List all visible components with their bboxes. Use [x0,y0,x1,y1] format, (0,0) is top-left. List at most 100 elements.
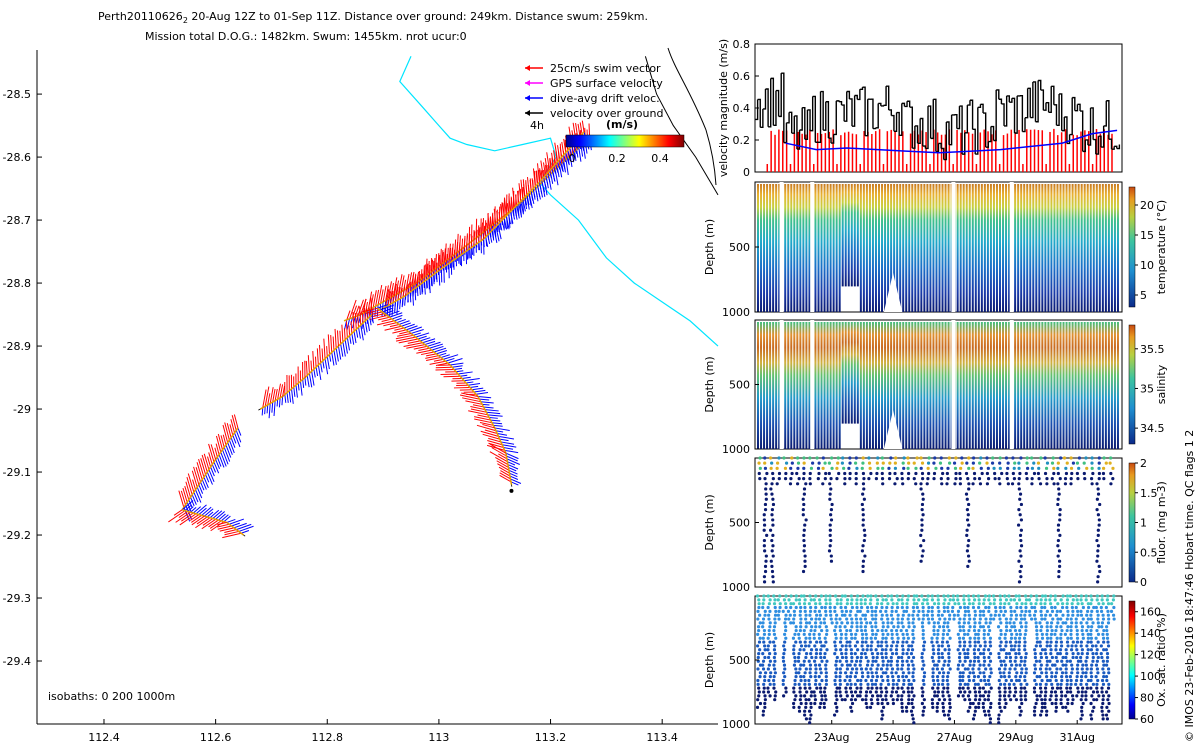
profile-point [1007,652,1012,656]
profile-point [1060,602,1065,606]
swim-vector [180,490,186,505]
profile-point [954,477,958,481]
swim-vector [360,298,367,315]
profile-point [968,644,972,648]
profile-point [922,613,926,617]
profile-point [1095,609,1099,613]
profile-point [803,605,807,610]
profile-point [1084,598,1088,602]
ground-speed-line [912,125,916,149]
profile-point [999,609,1003,613]
profile-point [1002,694,1007,698]
profile-point [976,632,980,637]
swim-vector [376,320,395,326]
profile-point [958,678,962,683]
profile-point [869,648,873,652]
profile-point [829,538,833,543]
profile-point [1017,508,1021,512]
swim-vector [215,443,220,455]
profile-point [997,655,1001,660]
ground-speed-line [844,91,848,122]
profile-point [1057,492,1061,496]
profile-point [1090,456,1094,460]
profile-point [845,598,850,602]
profile-point [763,456,767,460]
profile-point [810,625,814,629]
drift-vector [329,354,332,362]
profile-point [1105,598,1109,602]
drift-vector [295,385,298,398]
swim-vector [208,519,219,528]
ground-speed-line [841,104,845,122]
swim-vector [431,259,434,276]
profile-point [905,659,909,663]
profile-point [794,625,798,629]
profile-point [790,471,794,476]
profile-point [763,461,767,465]
profile-point [900,701,904,706]
profile-point [905,605,909,610]
profile-point [935,667,940,671]
profile-point [961,671,965,675]
profile-point [967,598,971,602]
profile-point [792,652,796,656]
drift-vector [482,403,490,406]
profile-point [1033,648,1037,652]
profile-point [1003,663,1008,667]
profile-point [859,621,863,625]
ground-speed-line [789,111,793,134]
profile-point [895,663,899,667]
swim-vector [424,264,426,282]
ground-speed-line [757,98,761,128]
profile-point [1102,456,1106,460]
profile-point [1089,701,1093,706]
profile-point [935,675,940,679]
profile-column [1104,322,1107,449]
profile-point [839,602,843,606]
drift-vector [195,504,207,515]
swim-vector [352,312,355,332]
profile-point [1007,675,1011,679]
swim-vector [433,257,436,275]
profile-point [946,477,950,481]
swim-vector [371,311,383,315]
profile-point [1094,605,1098,610]
profile-point [815,456,819,460]
profile-point [813,701,817,706]
profile-point [1111,598,1116,602]
profile-point [819,621,823,625]
profile-point [875,471,879,476]
profile-column [1098,322,1101,449]
profile-point [859,682,863,686]
drift-vector [401,297,404,308]
profile-point [1106,609,1110,613]
profile-column [1116,322,1119,449]
profile-point [820,644,824,648]
profile-point [973,690,977,694]
profile-column [814,184,817,312]
profile-point [968,663,972,667]
profile-point [827,471,831,476]
profile-point [802,628,806,633]
profile-point [1045,644,1049,648]
profile-point [803,678,807,683]
drift-vector [433,347,447,353]
profile-point [861,471,866,476]
profile-point [901,675,905,679]
profile-point [936,701,940,706]
profile-point [853,461,858,465]
profile-point [1082,471,1086,476]
profile-point [1069,632,1073,637]
swim-vector [440,250,444,269]
profile-point [1049,621,1054,625]
drift-vector [322,360,325,369]
profile-point [1008,659,1013,663]
profile-point [1033,663,1037,667]
profile-point [961,675,965,679]
profile-point [1040,698,1044,702]
swim-vector [531,178,534,189]
profile-point [907,625,911,629]
profile-point [868,690,873,694]
profile-point [886,625,890,629]
profile-point [1037,477,1041,481]
